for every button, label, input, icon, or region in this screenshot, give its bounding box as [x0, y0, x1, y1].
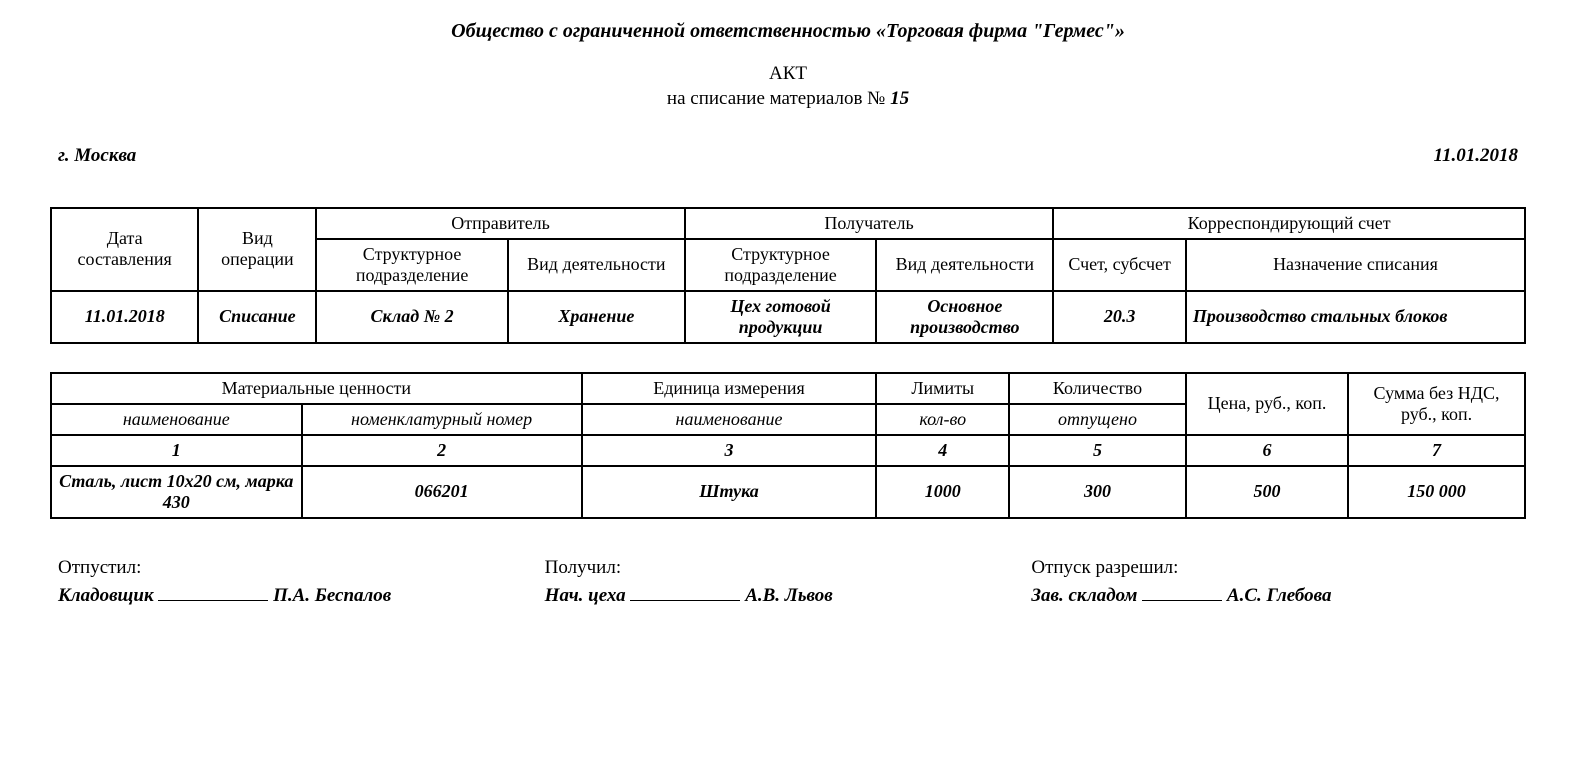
- header-table: Дата составления Вид операции Отправител…: [50, 207, 1526, 344]
- table-row: 11.01.2018 Списание Склад № 2 Хранение Ц…: [51, 291, 1525, 343]
- table-row: Сталь, лист 10х20 см, марка 430 066201 Ш…: [51, 466, 1525, 518]
- th-sub-released: отпущено: [1009, 404, 1186, 435]
- subtitle-prefix: на списание материалов №: [667, 88, 890, 109]
- th-sub-unit-name: наименование: [582, 404, 877, 435]
- cell-price: 500: [1186, 466, 1348, 518]
- doc-number: 15: [890, 88, 909, 109]
- date: 11.01.2018: [1434, 145, 1518, 167]
- cell-nomen: 066201: [302, 466, 582, 518]
- sig-received-role: Нач. цеха: [545, 585, 626, 606]
- cell-sum: 150 000: [1348, 466, 1525, 518]
- sig-released-label: Отпустил:: [58, 557, 545, 579]
- doc-subtitle: на списание материалов № 15: [50, 88, 1526, 110]
- th-date-comp: Дата составления: [51, 208, 198, 291]
- sig-approved-role: Зав. складом: [1031, 585, 1137, 606]
- sig-received: Получил: Нач. цеха А.В. Львов: [545, 557, 1032, 607]
- sig-approved-line: [1142, 600, 1222, 601]
- th-sub-name: наименование: [51, 404, 302, 435]
- cell-purpose: Производство стальных блоков: [1186, 291, 1525, 343]
- th-sender: Отправитель: [316, 208, 684, 239]
- doc-title: АКТ: [50, 61, 1526, 88]
- colnum-row: 1 2 3 4 5 6 7: [51, 435, 1525, 466]
- cell-recip-unit: Цех готовой продукции: [685, 291, 877, 343]
- colnum-5: 5: [1009, 435, 1186, 466]
- sig-released-line: [158, 600, 268, 601]
- th-purpose: Назначение списания: [1186, 239, 1525, 291]
- th-recip-act: Вид деятельности: [876, 239, 1053, 291]
- colnum-2: 2: [302, 435, 582, 466]
- cell-date: 11.01.2018: [51, 291, 198, 343]
- th-account: Счет, субсчет: [1053, 239, 1186, 291]
- sig-approved: Отпуск разрешил: Зав. складом А.С. Глебо…: [1031, 557, 1518, 607]
- sig-released-role: Кладовщик: [58, 585, 154, 606]
- sig-approved-label: Отпуск разрешил:: [1031, 557, 1518, 579]
- cell-mat-name: Сталь, лист 10х20 см, марка 430: [51, 466, 302, 518]
- colnum-1: 1: [51, 435, 302, 466]
- th-op-type: Вид операции: [198, 208, 316, 291]
- th-sum: Сумма без НДС, руб., коп.: [1348, 373, 1525, 435]
- th-sub-nomen: номенклатурный номер: [302, 404, 582, 435]
- colnum-6: 6: [1186, 435, 1348, 466]
- sig-received-label: Получил:: [545, 557, 1032, 579]
- th-limits: Лимиты: [876, 373, 1009, 404]
- city: г. Москва: [58, 145, 136, 167]
- cell-qty: 300: [1009, 466, 1186, 518]
- sig-released-name: П.А. Беспалов: [273, 585, 391, 606]
- cell-limit: 1000: [876, 466, 1009, 518]
- th-mat-values: Материальные ценности: [51, 373, 582, 404]
- cell-recip-act: Основное производство: [876, 291, 1053, 343]
- th-unit: Единица измерения: [582, 373, 877, 404]
- th-recipient: Получатель: [685, 208, 1053, 239]
- materials-table: Материальные ценности Единица измерения …: [50, 372, 1526, 519]
- sig-received-line: [630, 600, 740, 601]
- th-sub-limit: кол-во: [876, 404, 1009, 435]
- colnum-4: 4: [876, 435, 1009, 466]
- org-name: Общество с ограниченной ответственностью…: [50, 20, 1526, 43]
- th-sender-act: Вид деятельности: [508, 239, 685, 291]
- signatures-row: Отпустил: Кладовщик П.А. Беспалов Получи…: [50, 557, 1526, 607]
- th-qty: Количество: [1009, 373, 1186, 404]
- th-price: Цена, руб., коп.: [1186, 373, 1348, 435]
- colnum-3: 3: [582, 435, 877, 466]
- th-corr-account: Корреспондирующий счет: [1053, 208, 1525, 239]
- colnum-7: 7: [1348, 435, 1525, 466]
- cell-account: 20.3: [1053, 291, 1186, 343]
- cell-op: Списание: [198, 291, 316, 343]
- cell-sender-act: Хранение: [508, 291, 685, 343]
- cell-sender-unit: Склад № 2: [316, 291, 508, 343]
- sig-received-name: А.В. Львов: [745, 585, 833, 606]
- sig-released: Отпустил: Кладовщик П.А. Беспалов: [58, 557, 545, 607]
- cell-unit: Штука: [582, 466, 877, 518]
- th-sender-unit: Структурное подразделение: [316, 239, 508, 291]
- sig-approved-name: А.С. Глебова: [1227, 585, 1332, 606]
- th-recip-unit: Структурное подразделение: [685, 239, 877, 291]
